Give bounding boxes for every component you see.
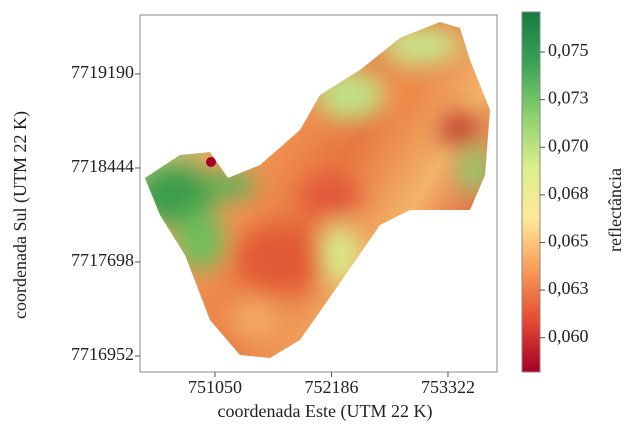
y-tick-label: 7717698	[71, 250, 134, 270]
colorbar-tick-label: 0,065	[548, 231, 589, 251]
x-tick-label: 751050	[188, 377, 242, 397]
colorbar-tick-label: 0,073	[548, 88, 589, 108]
x-tick-label: 752186	[304, 377, 358, 397]
x-tick-label: 753322	[421, 377, 475, 397]
colorbar-tick-label: 0,068	[548, 183, 589, 203]
colorbar-tick-label: 0,063	[548, 278, 589, 298]
x-axis-label: coordenada Este (UTM 22 K)	[218, 401, 433, 422]
colorbar-tick-label: 0,070	[548, 135, 589, 155]
colorbar	[521, 11, 541, 373]
colorbar-label: reflectância	[605, 168, 625, 252]
y-axis-label: coordenada Sul (UTM 22 K)	[10, 111, 31, 319]
colorbar-tick-label: 0,075	[548, 40, 589, 60]
colorbar-tick-label: 0,060	[548, 326, 589, 346]
y-tick-label: 7718444	[71, 156, 134, 176]
y-tick-label: 7719190	[71, 62, 134, 82]
y-tick-label: 7716952	[71, 344, 134, 364]
